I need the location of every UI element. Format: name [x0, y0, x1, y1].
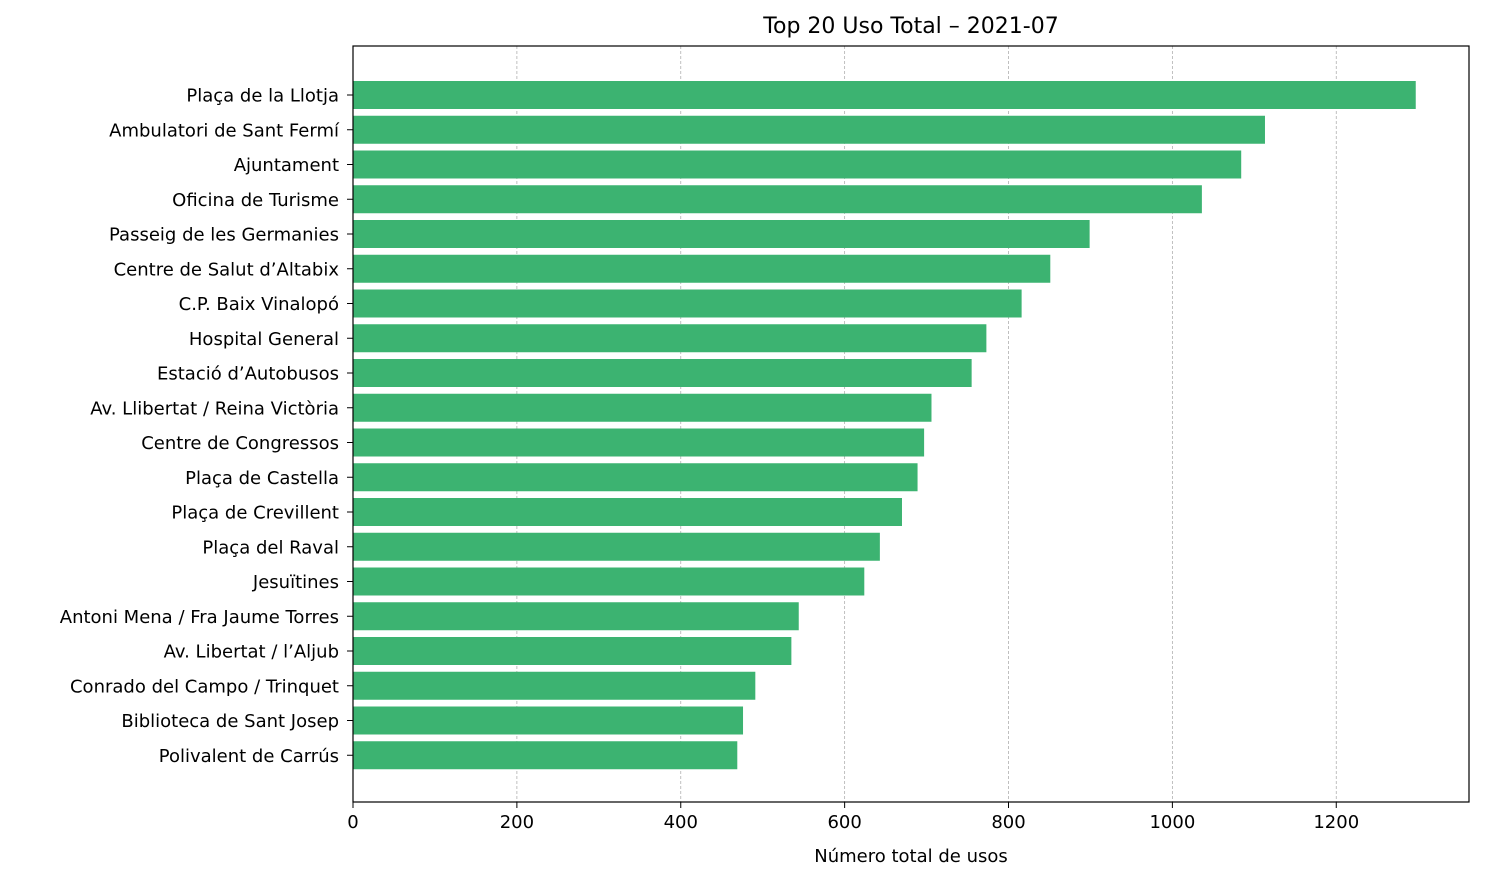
y-tick-label: Oficina de Turisme — [172, 190, 339, 211]
y-tick-label: Plaça de Crevillent — [171, 503, 339, 524]
chart-title: Top 20 Uso Total – 2021-07 — [762, 14, 1058, 39]
y-tick-label: Plaça del Raval — [202, 537, 339, 558]
x-tick-label: 200 — [500, 812, 534, 833]
x-tick-label: 1000 — [1149, 812, 1195, 833]
x-ticks: 0 200 400 600 800 1000 1200 — [347, 802, 1359, 833]
bar — [353, 463, 918, 492]
bar — [353, 706, 744, 735]
y-tick-label: Ajuntament — [234, 155, 339, 176]
bar — [353, 359, 972, 387]
bar — [353, 150, 1242, 179]
y-tick-label: Conrado del Campo / Trinquet — [70, 676, 339, 697]
bar — [353, 115, 1265, 144]
bar — [353, 324, 987, 353]
y-tick-label: Antoni Mena / Fra Jaume Torres — [60, 607, 339, 628]
bar — [353, 428, 925, 457]
y-tick-label: Estació d’Autobusos — [157, 364, 339, 385]
y-tick-label: C.P. Baix Vinalopó — [179, 294, 339, 315]
y-tick-label: Av. Libertat / l’Aljub — [164, 642, 339, 663]
bar — [353, 393, 932, 422]
x-tick-label: 400 — [664, 812, 698, 833]
bar — [353, 220, 1090, 248]
y-ticks: Plaça de la Llotja Ambulatori de Sant Fer… — [60, 86, 353, 767]
bar — [353, 289, 1022, 318]
bar — [353, 498, 902, 526]
y-tick-label: Passeig de les Germanies — [109, 225, 339, 246]
y-tick-label: Av. Llibertat / Reina Victòria — [90, 398, 339, 419]
y-tick-label: Hospital General — [189, 329, 339, 350]
bar — [353, 671, 756, 700]
y-tick-label: Polivalent de Carrús — [159, 746, 339, 767]
bar — [353, 185, 1202, 214]
y-tick-label: Jesuïtines — [252, 572, 339, 593]
bar — [353, 741, 738, 770]
y-tick-label: Centre de Congressos — [141, 433, 339, 454]
y-tick-label: Biblioteca de Sant Josep — [121, 711, 339, 732]
bar — [353, 532, 880, 561]
x-tick-label: 1200 — [1313, 812, 1359, 833]
y-tick-label: Centre de Salut d’Altabix — [114, 259, 340, 280]
x-tick-label: 800 — [991, 812, 1025, 833]
x-axis-label: Número total de usos — [814, 846, 1008, 867]
bar — [353, 81, 1416, 109]
bar — [353, 567, 865, 596]
y-tick-label: Plaça de Castella — [185, 468, 339, 489]
x-tick-label: 0 — [347, 812, 358, 833]
y-tick-label: Plaça de la Llotja — [186, 86, 339, 107]
bar — [353, 602, 799, 631]
y-tick-label: Ambulatori de Sant Fermí — [109, 120, 340, 141]
bar — [353, 637, 792, 665]
plot-frame — [352, 45, 1470, 803]
bar — [353, 254, 1051, 283]
x-tick-label: 600 — [827, 812, 861, 833]
bars — [353, 81, 1416, 770]
